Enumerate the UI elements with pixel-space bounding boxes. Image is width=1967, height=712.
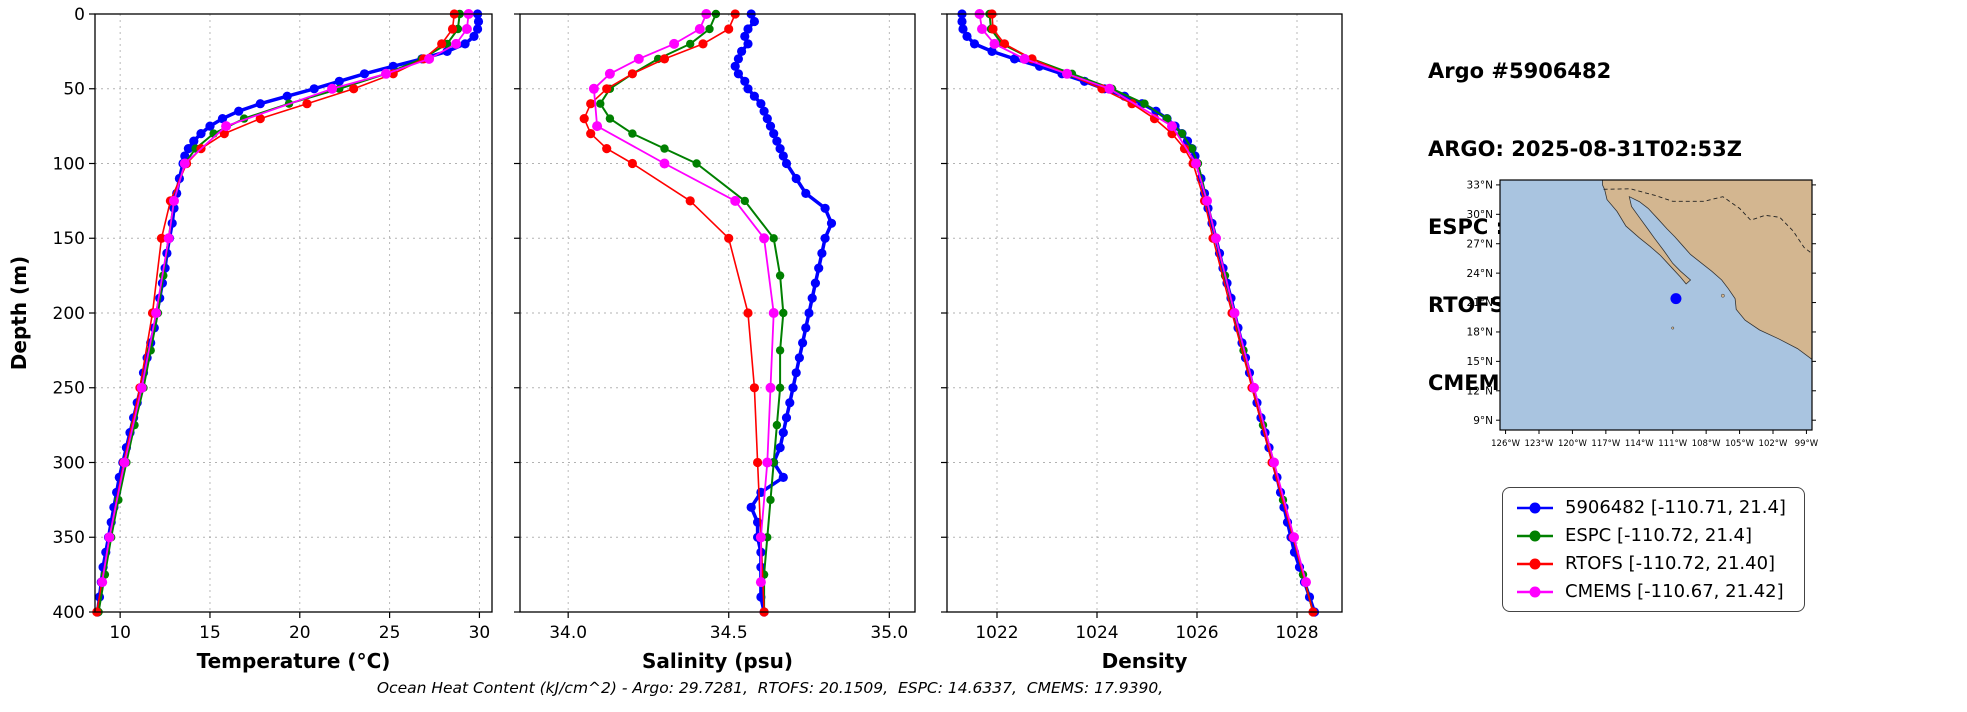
x-axis-label: Temperature (°C) [197,649,391,673]
series-line-RTOFS [583,13,765,613]
svg-text:250: 250 [53,379,85,399]
svg-text:120°W: 120°W [1558,439,1587,449]
svg-text:24°N: 24°N [1467,268,1493,280]
svg-text:12°N: 12°N [1467,385,1493,397]
float-position-marker [1670,293,1682,305]
svg-text:100: 100 [53,154,85,174]
map-land [1602,180,1812,360]
legend-item-1: ESPC [-110.72, 21.4] [1515,525,1786,546]
svg-text:350: 350 [53,528,85,548]
legend-box: 5906482 [-110.71, 21.4] ESPC [-110.72, 21… [1502,487,1805,612]
legend-item-3: CMEMS [-110.67, 21.42] [1515,581,1786,602]
svg-text:0: 0 [74,5,85,25]
map-island [1721,293,1725,298]
legend-item-label: 5906482 [-110.71, 21.4] [1565,497,1786,518]
svg-text:1026: 1026 [1175,623,1218,643]
legend-marker-icon [1517,558,1553,569]
legend-item-label: CMEMS [-110.67, 21.42] [1565,581,1784,602]
svg-text:15°N: 15°N [1467,356,1493,368]
legend-item-label: ESPC [-110.72, 21.4] [1565,525,1752,546]
map-border-line [1603,188,1812,254]
svg-text:27°N: 27°N [1467,238,1493,250]
svg-text:1024: 1024 [1075,623,1118,643]
svg-text:30°N: 30°N [1467,209,1493,221]
svg-text:1028: 1028 [1275,623,1318,643]
svg-text:9°N: 9°N [1473,415,1493,427]
panel-salinity-psu: 34.0 34.5 35.0 Salinity (psu) [514,9,916,673]
panel-density: 1022 1024 1026 1028 Density [941,9,1343,673]
svg-text:50: 50 [63,80,85,100]
svg-text:33°N: 33°N [1467,180,1493,192]
series-line-CMEMS [593,13,775,583]
svg-text:20: 20 [289,623,311,643]
location-map-inset: 33°N 30°N 27°N 24°N 21°N 18°N 15°N 12°N 9°N 126°W… [1467,179,1819,449]
svg-text:15: 15 [199,623,221,643]
svg-text:117°W: 117°W [1591,439,1620,449]
svg-text:102°W: 102°W [1759,439,1788,449]
svg-text:1022: 1022 [975,623,1018,643]
map-island [1671,326,1675,330]
svg-text:400: 400 [53,603,85,623]
svg-text:34.0: 34.0 [549,623,587,643]
svg-text:99°W: 99°W [1795,439,1819,449]
svg-text:18°N: 18°N [1467,327,1493,339]
svg-text:105°W: 105°W [1725,439,1754,449]
legend-marker-icon [1517,530,1553,541]
figure-title: Argo #5906482 [1428,59,1612,83]
y-axis-label: Depth (m) [7,256,31,370]
profile-charts: 10 15 20 25 30050100150200250300350400Temper… [7,5,1343,673]
svg-text:300: 300 [53,453,85,473]
svg-text:114°W: 114°W [1625,439,1654,449]
x-axis-label: Salinity (psu) [642,649,793,673]
x-axis-label: Density [1102,649,1188,673]
svg-text:30: 30 [469,623,491,643]
svg-text:108°W: 108°W [1692,439,1721,449]
svg-text:25: 25 [379,623,401,643]
svg-text:10: 10 [109,623,131,643]
ohc-caption: Ocean Heat Content (kJ/cm^2) - Argo: 29.… [376,679,1164,697]
svg-text:200: 200 [53,304,85,324]
svg-text:34.5: 34.5 [710,623,748,643]
svg-text:150: 150 [53,229,85,249]
legend-item-0: 5906482 [-110.71, 21.4] [1515,497,1786,518]
legend-item-2: RTOFS [-110.72, 21.40] [1515,553,1786,574]
legend-marker-icon [1517,502,1553,513]
panel-temperature-c: 10 15 20 25 30050100150200250300350400Temper… [7,5,493,673]
svg-text:126°W: 126°W [1491,439,1520,449]
header-line-argo: ARGO: 2025-08-31T02:53Z [1428,137,1742,161]
svg-text:21°N: 21°N [1467,297,1493,309]
legend-item-label: RTOFS [-110.72, 21.40] [1565,553,1776,574]
legend-marker-icon [1517,586,1553,597]
svg-text:111°W: 111°W [1658,439,1687,449]
svg-text:35.0: 35.0 [870,623,908,643]
svg-text:123°W: 123°W [1525,439,1554,449]
